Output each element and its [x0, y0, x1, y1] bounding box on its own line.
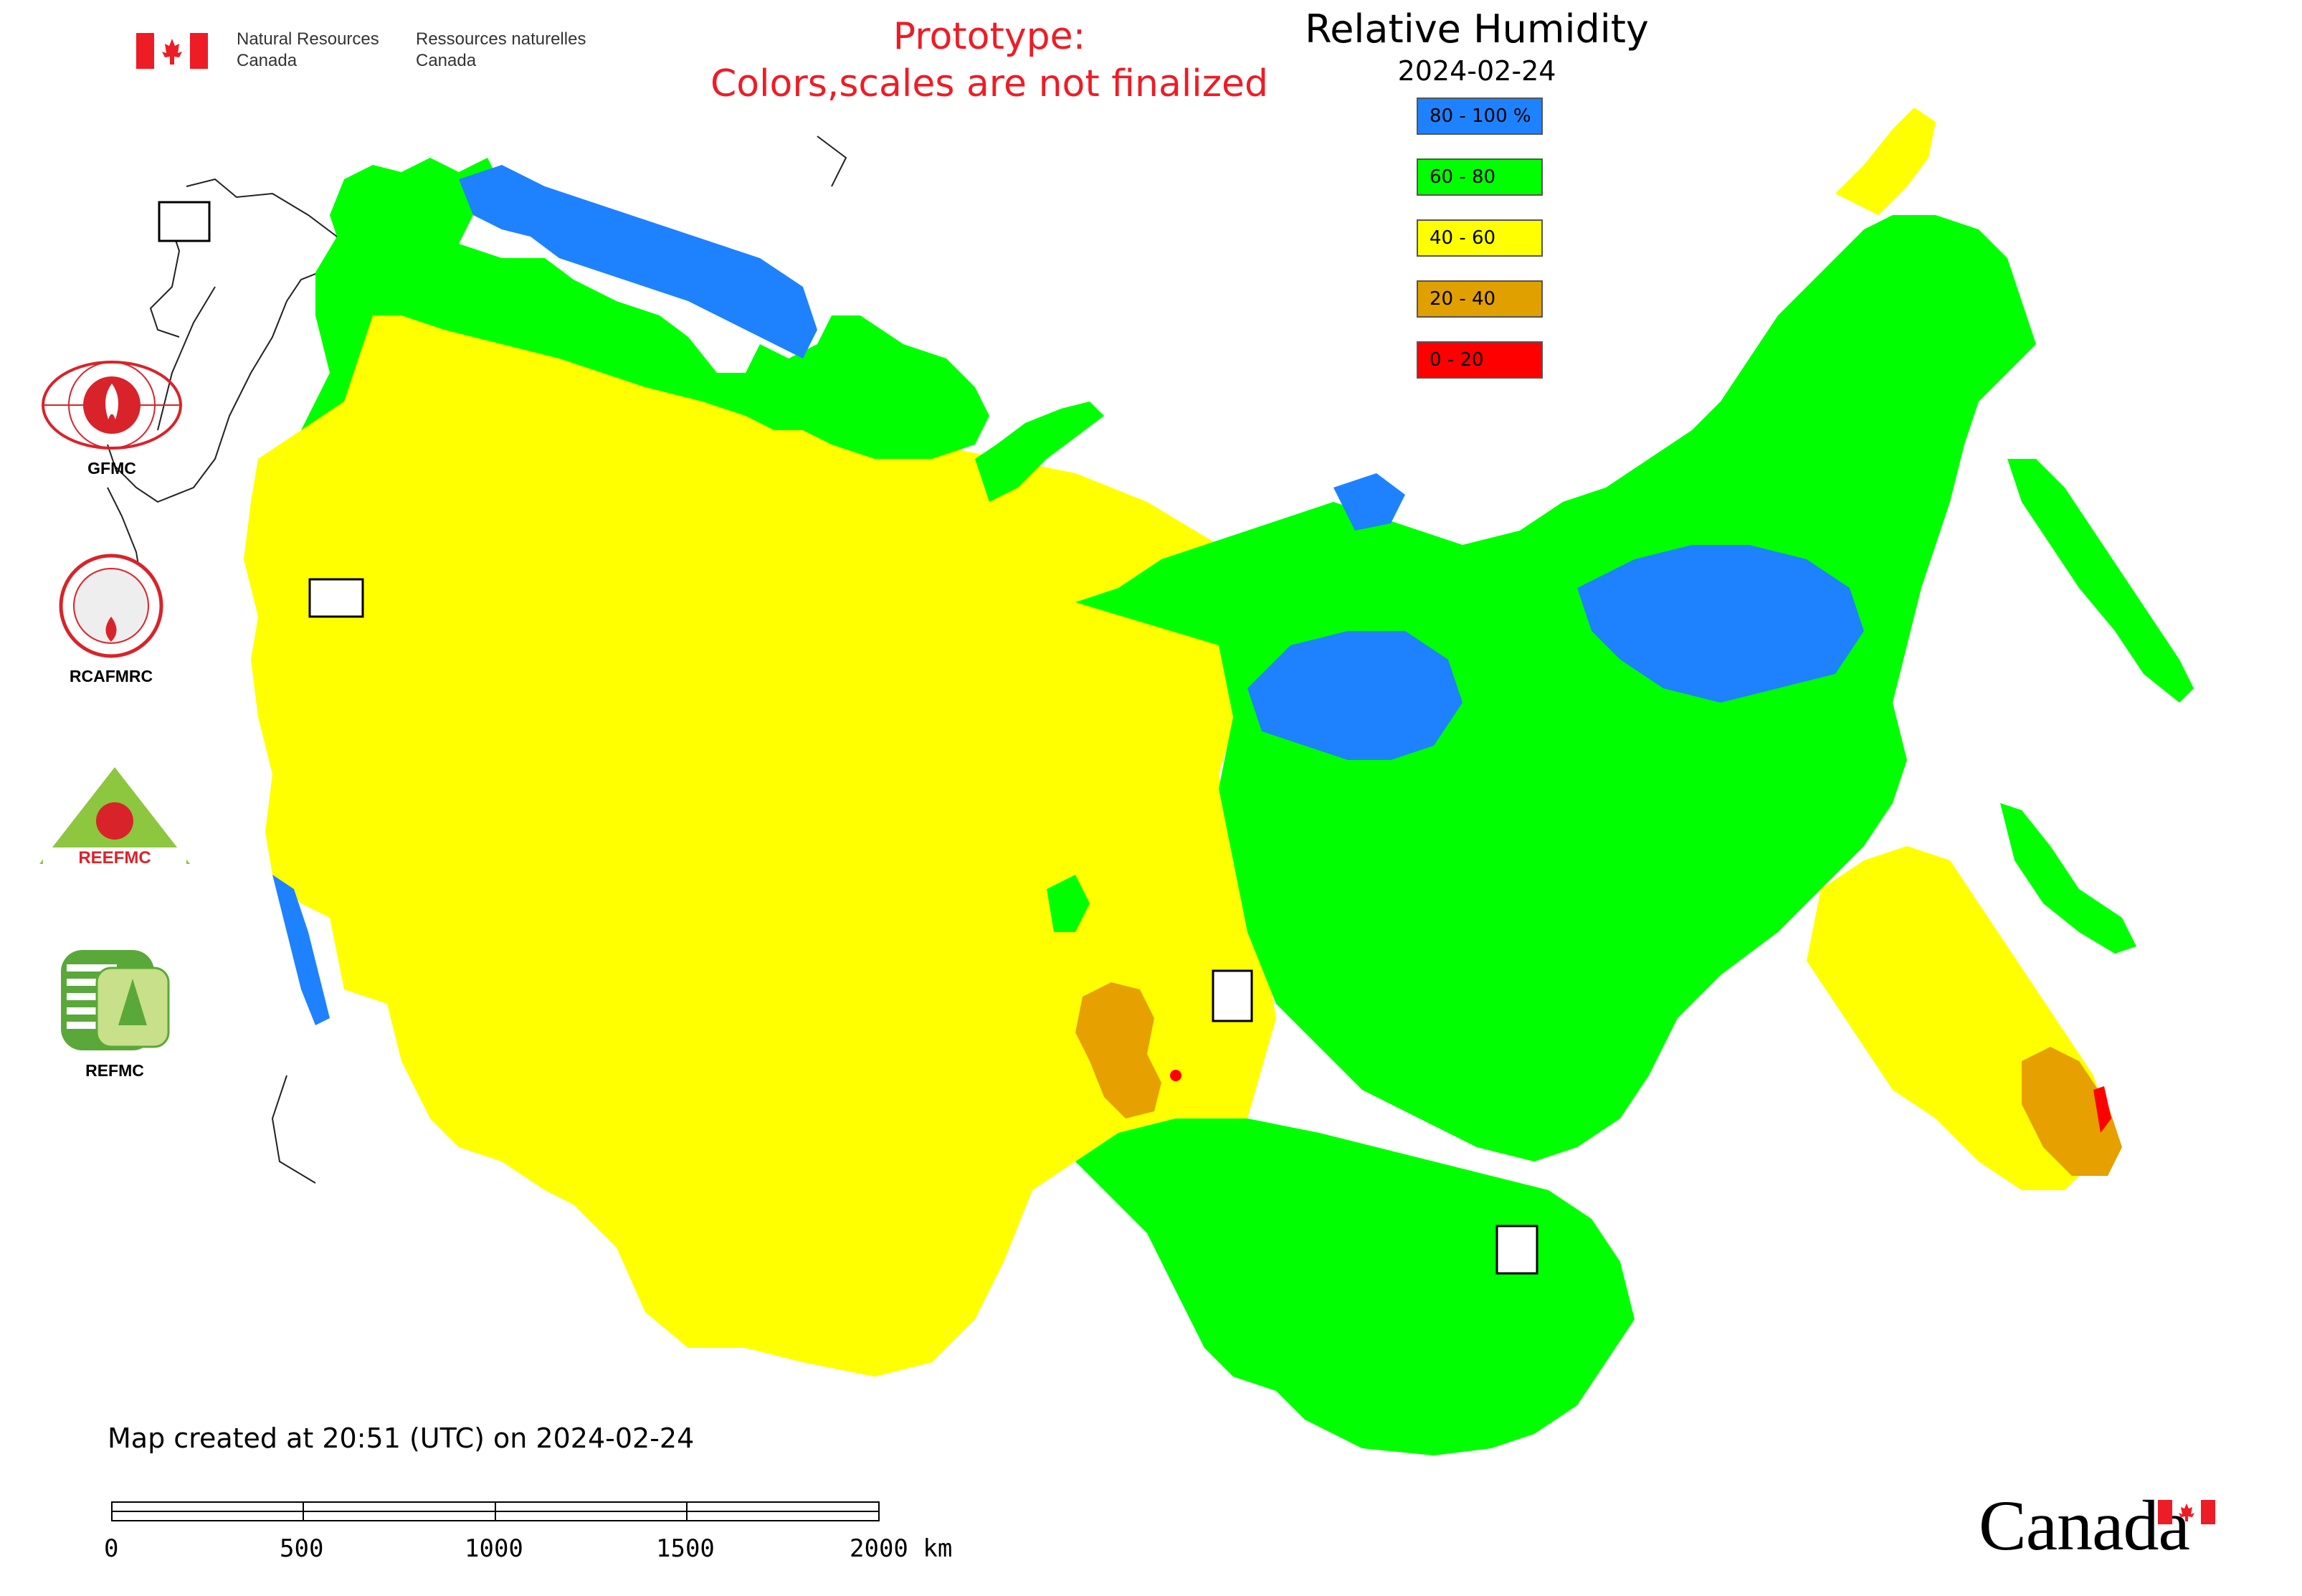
canada-wordmark: Canada — [1979, 1486, 2190, 1565]
scale-label-0: 0 — [104, 1534, 119, 1563]
legend-item-40-60: 40 - 60 — [1417, 219, 1543, 257]
refmc-caption: REFMC — [85, 1061, 144, 1080]
refmc-logo-block: REFMC — [50, 946, 179, 1080]
scale-label-1500: 1500 — [656, 1534, 715, 1563]
map-title: Relative Humidity — [1305, 6, 1649, 52]
rcafmrc-marker — [1495, 1225, 1538, 1275]
region-orange-primorye — [2022, 1047, 2122, 1176]
region-blue-yakutia — [1577, 545, 1864, 703]
region-green-sakhalin — [2000, 803, 2136, 954]
region-yellow-chukotka — [1835, 108, 1936, 215]
land-regions — [244, 108, 2194, 1455]
region-green-siberia — [1075, 215, 2036, 1162]
canada-flag-icon — [136, 33, 208, 69]
region-red-hotspot — [1170, 1070, 1181, 1081]
prototype-warning: Prototype: Colors,scales are not finaliz… — [710, 15, 1269, 105]
region-green-novaya-zemlya — [975, 402, 1104, 502]
region-red-primorye — [2093, 1086, 2111, 1133]
department-name-en: Natural Resources Canada — [237, 29, 379, 70]
gfmc-caption: GFMC — [87, 459, 136, 478]
gc-signature: Natural Resources Canada Ressources natu… — [136, 29, 624, 79]
region-green-northwest — [301, 158, 989, 459]
gfmc-logo-block: GFMC — [40, 358, 184, 478]
scale-label-500: 500 — [280, 1534, 324, 1563]
legend: 80 - 100 % 60 - 80 40 - 60 20 - 40 0 - 2… — [1417, 98, 1546, 402]
legend-item-80-100: 80 - 100 % — [1417, 98, 1543, 135]
region-green-kamchatka — [2007, 459, 2194, 703]
region-blue-caucasus — [272, 875, 330, 1025]
neighbor-border-lines — [107, 136, 847, 1184]
wordmark-flag-icon — [2158, 1500, 2215, 1524]
rcafmrc-logo-icon — [59, 554, 163, 658]
region-orange-khakassia — [1075, 982, 1161, 1118]
rcafmrc-caption: RCAFMRC — [69, 667, 153, 685]
legend-item-20-40: 20 - 40 — [1417, 280, 1543, 318]
refmc-marker — [1212, 969, 1253, 1022]
region-green-baikal — [1075, 1118, 1635, 1455]
refmc-logo-icon — [61, 950, 170, 1050]
region-green-sayan — [1047, 875, 1090, 932]
reefmc-marker — [308, 578, 364, 618]
department-name-fr: Ressources naturelles Canada — [416, 29, 586, 70]
map-created-note: Map created at 20:51 (UTC) on 2024-02-24 — [108, 1422, 695, 1454]
legend-item-60-80: 60 - 80 — [1417, 158, 1543, 196]
rcafmrc-logo-block: RCAFMRC — [50, 552, 172, 686]
region-yellow-west — [244, 258, 1276, 1377]
reefmc-logo-text: REEFMC — [78, 848, 151, 868]
reefmc-logo-block: REEFMC — [36, 767, 194, 872]
scale-label-2000: 2000 km — [850, 1534, 953, 1563]
map-marker-boxes — [158, 201, 1538, 1275]
gfmc-logo-icon — [42, 361, 182, 450]
reefmc-logo-icon: REEFMC — [39, 767, 190, 868]
map-date: 2024-02-24 — [1397, 55, 1556, 87]
scale-label-1000: 1000 — [465, 1534, 523, 1563]
region-blue-central-siberia — [1247, 631, 1462, 760]
gfmc-marker — [158, 201, 211, 242]
legend-item-0-20: 0 - 20 — [1417, 341, 1543, 379]
region-blue-kola — [459, 165, 817, 358]
scale-bar-graphic — [111, 1501, 880, 1521]
region-blue-taymyr — [1333, 473, 1405, 531]
